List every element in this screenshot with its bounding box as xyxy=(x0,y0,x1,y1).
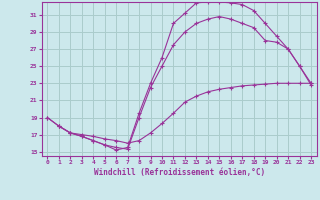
X-axis label: Windchill (Refroidissement éolien,°C): Windchill (Refroidissement éolien,°C) xyxy=(94,168,265,177)
